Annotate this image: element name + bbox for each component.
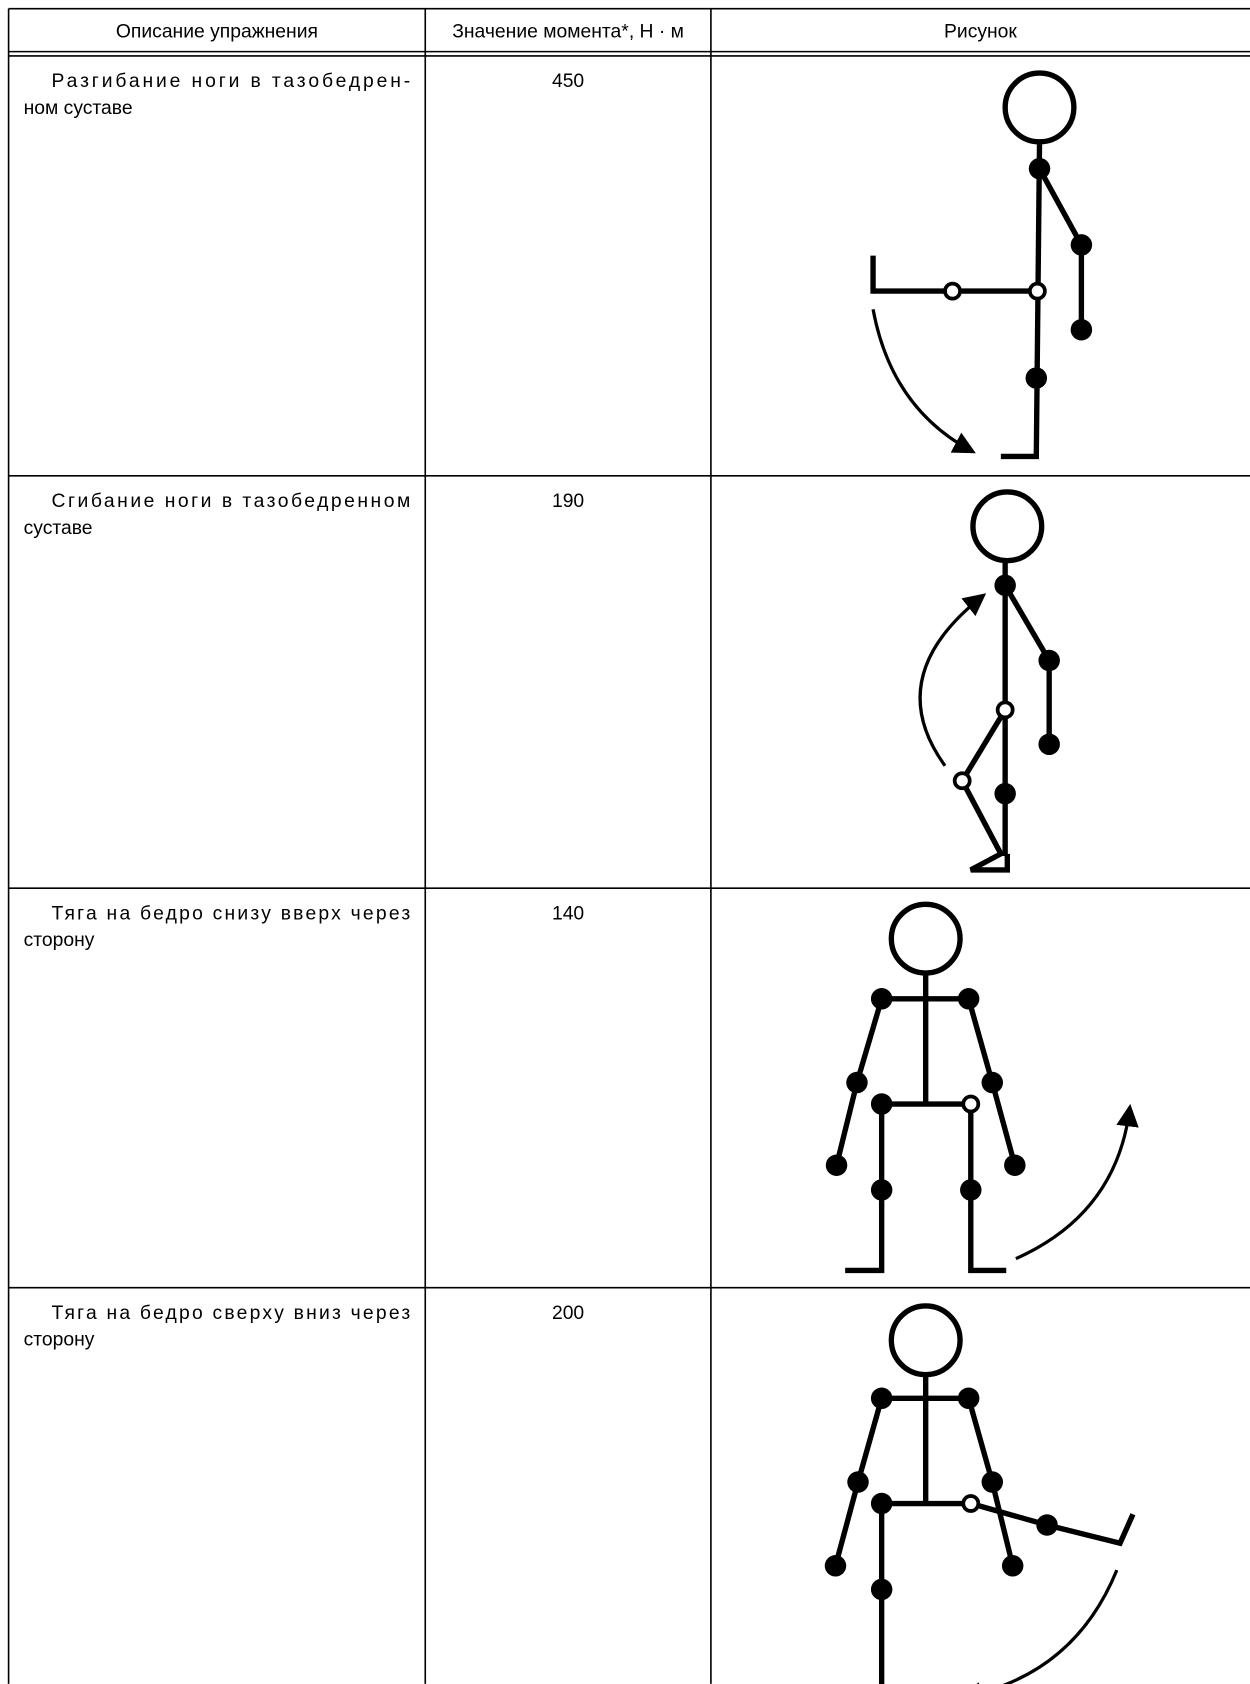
moment-value: 450	[552, 71, 584, 92]
figure-hip-abduction	[825, 901, 1139, 1274]
header-cell: Рисунок	[944, 22, 1017, 43]
figure-hip-adduction	[824, 1303, 1136, 1684]
description-line: Разгибание ноги в тазобедрен-	[52, 71, 411, 92]
moment-value: 140	[552, 903, 584, 924]
description-line: ном суставе	[24, 98, 133, 119]
table-rows: Разгибание ноги в тазобедрен-ном суставе…	[24, 71, 585, 1351]
figure-hip-extension	[870, 70, 1093, 460]
description-line: Тяга на бедро снизу вверх через	[52, 903, 411, 924]
header-cell: Описание упражнения	[116, 22, 318, 43]
description-line: сторону	[24, 1330, 95, 1351]
header-cell: Значение момента*, Н · м	[452, 22, 684, 43]
description-line: Тяга на бедро сверху вниз через	[52, 1303, 411, 1324]
description-line: суставе	[24, 518, 93, 539]
figure-hip-flexion	[918, 489, 1060, 873]
description-line: сторону	[24, 930, 95, 951]
moment-value: 200	[552, 1303, 584, 1324]
table-header: Описание упражнения Значение момента*, Н…	[116, 22, 1018, 43]
moment-value: 190	[552, 491, 584, 512]
description-line: Сгибание ноги в тазобедренном	[52, 491, 411, 512]
table-borders	[7, 7, 1250, 1684]
